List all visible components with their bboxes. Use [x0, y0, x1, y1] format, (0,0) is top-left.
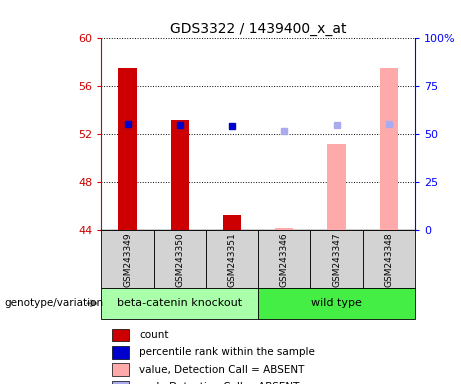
Text: count: count: [139, 330, 168, 340]
Bar: [206, 230, 258, 288]
Text: GSM243349: GSM243349: [123, 232, 132, 286]
Bar: [118, 68, 136, 230]
Bar: [101, 230, 154, 288]
Text: GSM243351: GSM243351: [228, 232, 236, 286]
Title: GDS3322 / 1439400_x_at: GDS3322 / 1439400_x_at: [170, 22, 346, 36]
Text: GSM243346: GSM243346: [280, 232, 289, 286]
Bar: [379, 68, 398, 230]
Text: GSM243348: GSM243348: [384, 232, 393, 286]
Bar: [112, 363, 129, 376]
Text: GSM243350: GSM243350: [175, 232, 184, 286]
Bar: [112, 381, 129, 384]
Text: beta-catenin knockout: beta-catenin knockout: [117, 298, 242, 308]
Bar: [112, 346, 129, 359]
Text: genotype/variation: genotype/variation: [5, 298, 104, 308]
Bar: [171, 120, 189, 230]
Bar: [275, 228, 293, 230]
Bar: [327, 144, 346, 230]
Bar: [310, 230, 363, 288]
Bar: [154, 230, 206, 288]
Bar: [223, 215, 241, 230]
Bar: [112, 329, 129, 341]
Bar: [258, 230, 310, 288]
Bar: [363, 230, 415, 288]
Text: rank, Detection Call = ABSENT: rank, Detection Call = ABSENT: [139, 382, 299, 384]
Text: percentile rank within the sample: percentile rank within the sample: [139, 347, 315, 358]
Text: GSM243347: GSM243347: [332, 232, 341, 286]
Bar: [258, 288, 415, 319]
Text: value, Detection Call = ABSENT: value, Detection Call = ABSENT: [139, 364, 304, 375]
Text: wild type: wild type: [311, 298, 362, 308]
Bar: [101, 288, 258, 319]
